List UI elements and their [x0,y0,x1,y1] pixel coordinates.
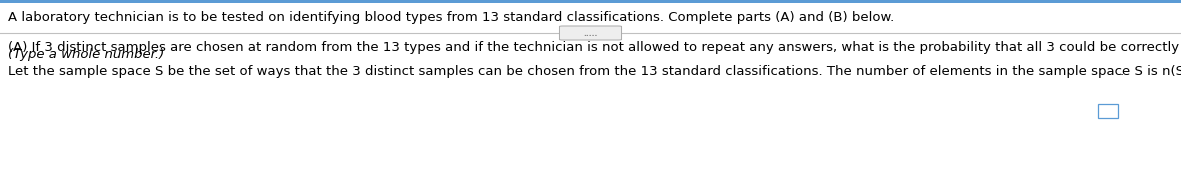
Text: A laboratory technician is to be tested on identifying blood types from 13 stand: A laboratory technician is to be tested … [8,11,894,24]
FancyBboxPatch shape [560,26,621,40]
Bar [1098,104,1118,118]
Text: (Type a whole number.): (Type a whole number.) [8,48,164,61]
Text: Let the sample space S be the set of ways that the 3 distinct samples can be cho: Let the sample space S be the set of way… [8,65,1181,78]
Text: .: . [1120,65,1124,78]
Text: (A) If 3 distinct samples are chosen at random from the 13 types and if the tech: (A) If 3 distinct samples are chosen at … [8,41,1181,54]
Text: .....: ..... [583,29,598,38]
Bar [0,0,1181,3]
